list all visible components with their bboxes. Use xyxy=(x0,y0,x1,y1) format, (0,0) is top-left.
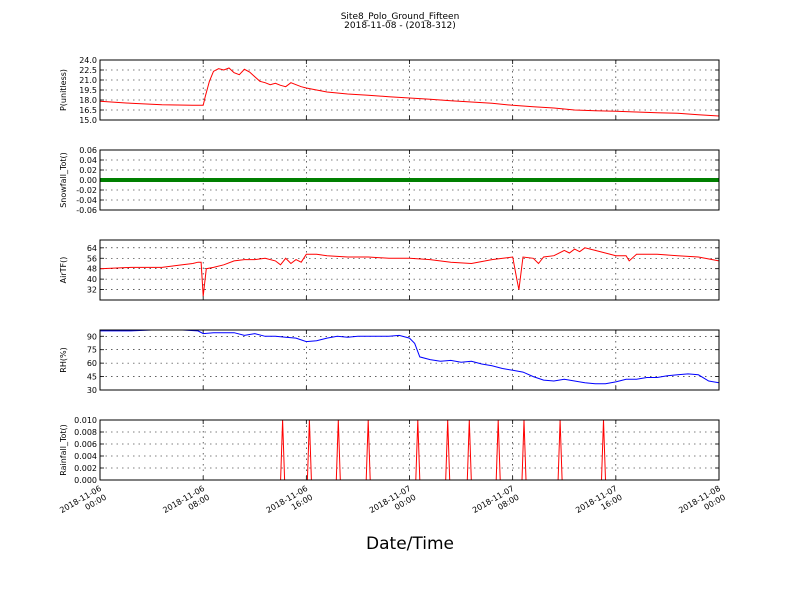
y-tick-label: 90 xyxy=(87,332,97,341)
y-tick-label: 15.0 xyxy=(79,116,97,125)
y-tick-label: 75 xyxy=(87,346,97,355)
y-tick-label: 30 xyxy=(87,386,97,395)
y-tick-label: 19.5 xyxy=(79,86,97,95)
y-tick-label: 16.5 xyxy=(79,106,97,115)
plot-frame xyxy=(99,419,720,481)
y-tick-label: 0.004 xyxy=(74,452,97,461)
y-tick-label: 0.006 xyxy=(74,440,97,449)
y-tick-label: -0.02 xyxy=(76,186,97,195)
series-line xyxy=(99,247,720,297)
x-axis-label: Date/Time xyxy=(366,534,454,554)
y-axis-label: P(unitless) xyxy=(59,69,68,111)
plot-frame xyxy=(99,329,720,391)
y-tick-label: 0.06 xyxy=(79,146,97,155)
y-tick-label: -0.04 xyxy=(76,196,97,205)
y-tick-label: 0.008 xyxy=(74,428,97,437)
y-tick-label: 24.0 xyxy=(79,56,97,65)
y-tick-label: 0.02 xyxy=(79,166,97,175)
y-tick-label: 56 xyxy=(87,254,97,263)
y-tick-label: 21.0 xyxy=(79,76,97,85)
chart-title: Site8_Polo_Ground_Fifteen xyxy=(340,12,460,22)
y-axis-label: Rainfall_Tot() xyxy=(59,424,68,476)
y-tick-label: -0.06 xyxy=(76,206,97,215)
y-tick-label: 48 xyxy=(87,265,97,274)
y-tick-label: 40 xyxy=(87,275,97,284)
y-tick-label: 0.00 xyxy=(79,176,97,185)
series-line xyxy=(99,67,720,117)
y-axis-label: RH(%) xyxy=(59,347,68,372)
y-tick-label: 0.010 xyxy=(74,416,97,425)
chart-subtitle: 2018-11-08 - (2018-312) xyxy=(344,21,456,31)
plot-frame xyxy=(99,149,720,211)
y-axis-label: Snowfall_Tot() xyxy=(59,152,68,208)
y-tick-label: 22.5 xyxy=(79,66,97,75)
series-line xyxy=(100,329,720,385)
plot-frame xyxy=(99,239,720,301)
y-tick-label: 45 xyxy=(87,373,97,382)
y-axis-label: AirTF() xyxy=(59,257,68,284)
y-tick-label: 32 xyxy=(87,286,97,295)
y-tick-label: 0.002 xyxy=(74,464,97,473)
y-tick-label: 60 xyxy=(87,359,97,368)
y-tick-label: 0.04 xyxy=(79,156,97,165)
y-tick-label: 0.000 xyxy=(74,476,97,485)
y-tick-label: 18.0 xyxy=(79,96,97,105)
plot-frame xyxy=(99,59,720,121)
y-tick-label: 64 xyxy=(87,244,97,253)
